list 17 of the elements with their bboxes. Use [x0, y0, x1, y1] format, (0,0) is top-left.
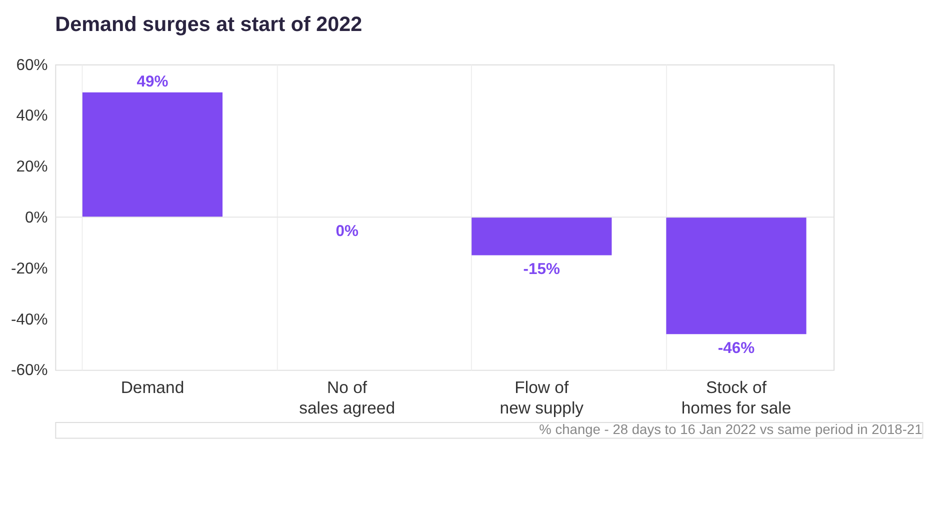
- x-tick-label: No of sales agreed: [299, 378, 396, 418]
- y-tick-label: -20%: [11, 260, 48, 278]
- y-tick-label: 20%: [16, 158, 48, 176]
- y-tick-label: 60%: [16, 56, 48, 74]
- y-tick-label: -40%: [11, 311, 48, 328]
- data-label: 0%: [336, 222, 358, 240]
- y-tick-label: -60%: [11, 362, 48, 380]
- text: % change - 28 days to 16 Jan 2022 vs same period in 2018-21: [539, 422, 922, 437]
- chart-title: Demand surges at start of 2022: [55, 12, 362, 36]
- x-tick-label: Demand: [120, 378, 184, 397]
- x-tick-label: Flow of new supply: [500, 378, 584, 418]
- data-label: 49%: [136, 73, 168, 90]
- y-tick-label: 0%: [25, 210, 48, 227]
- x-tick-label: Stock of homes for sale: [681, 378, 792, 418]
- y-tick-label: 40%: [16, 108, 48, 125]
- data-label: -15%: [523, 260, 560, 278]
- data-label: -46%: [718, 340, 755, 357]
